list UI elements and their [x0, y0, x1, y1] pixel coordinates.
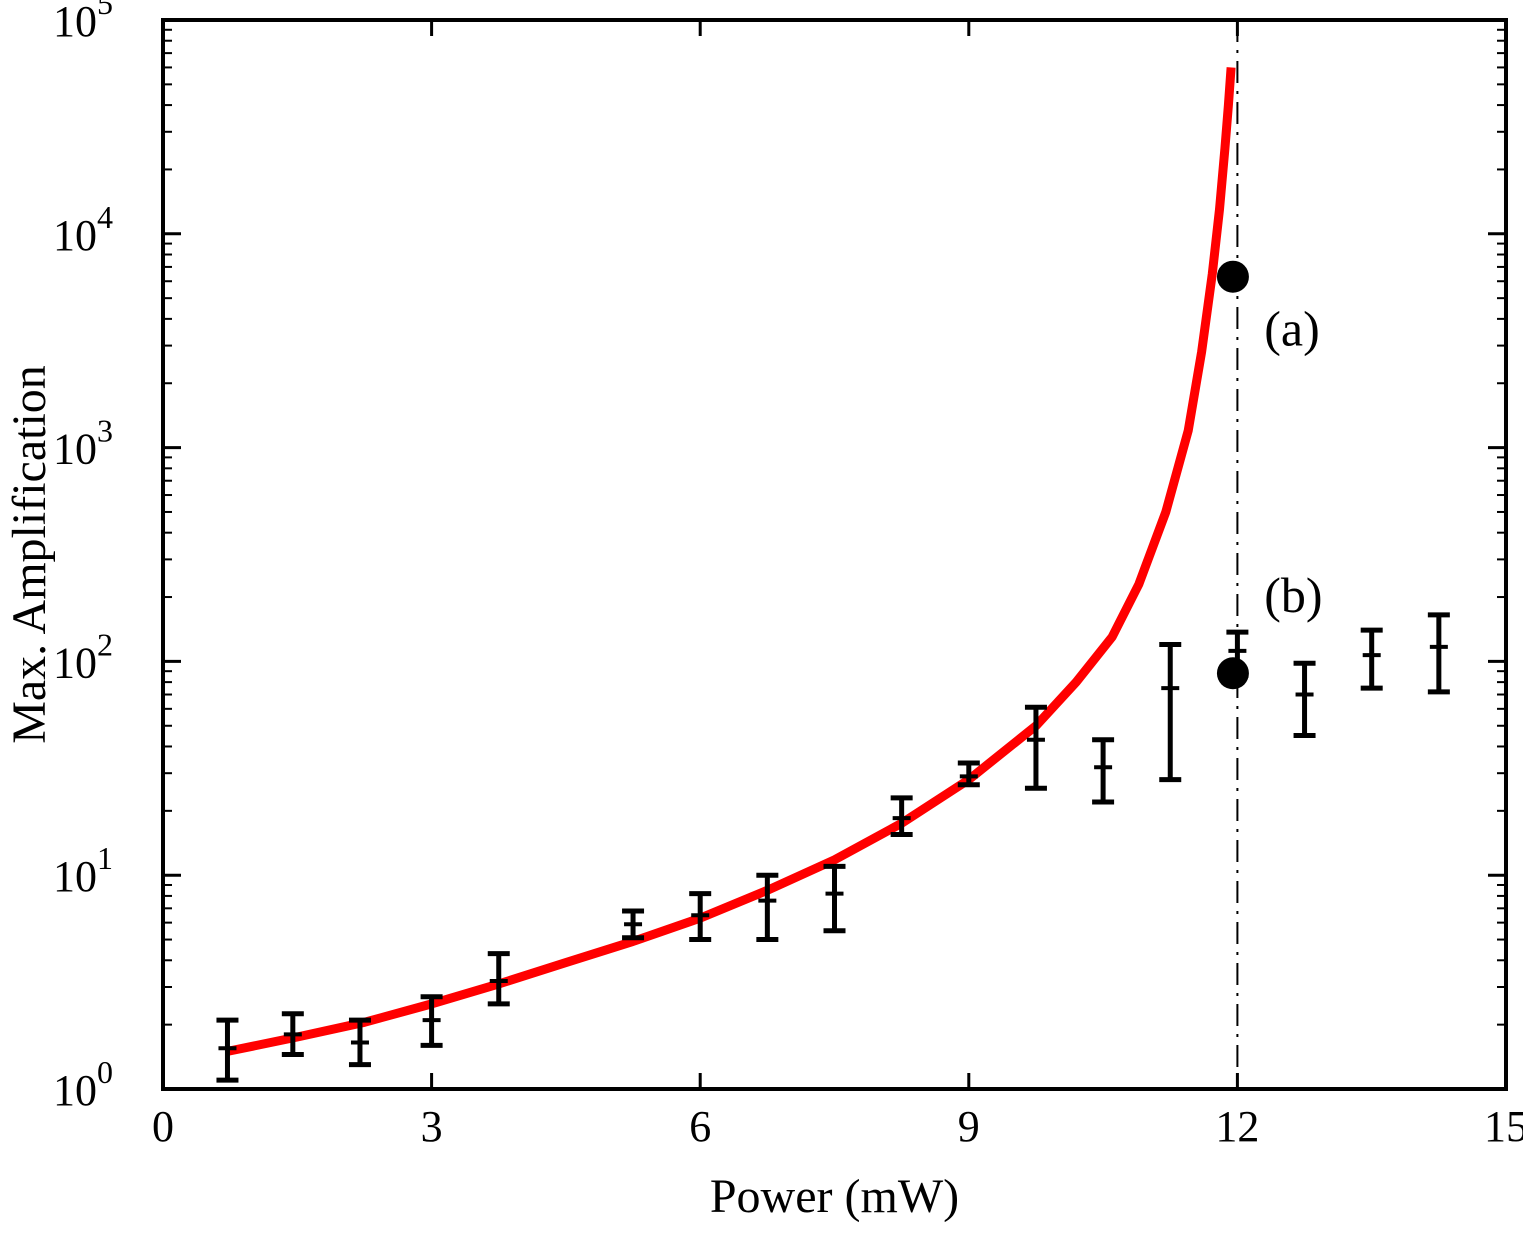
x-tick-label: 15: [1484, 1102, 1523, 1151]
data-point-errorbar: [823, 863, 846, 934]
data-point-errorbar: [216, 1017, 239, 1083]
data-point-errorbar: [487, 951, 510, 1007]
y-axis-title: Max. Amplification: [3, 365, 56, 744]
plot-frame: [161, 18, 1508, 1091]
data-point-errorbar: [890, 795, 913, 838]
marked-point-b: [1216, 657, 1249, 690]
x-tick-label: 0: [152, 1102, 174, 1151]
y-tick-label: 104: [53, 199, 113, 260]
data-point-errorbar: [689, 891, 712, 943]
annotation-label: (b): [1264, 567, 1322, 623]
x-tick-label: 9: [958, 1102, 980, 1151]
data-point-errorbar: [420, 994, 443, 1048]
y-tick-label: 102: [53, 626, 113, 687]
annotations: (a) (b): [1264, 301, 1322, 624]
x-tick-label: 12: [1215, 1102, 1259, 1151]
data-point-errorbar: [1159, 641, 1182, 783]
x-axis: 0 3 6 9 12 15: [152, 20, 1523, 1151]
model-curve-line: [226, 67, 1236, 1056]
y-tick-label: 101: [53, 840, 113, 901]
x-tick-label: 6: [689, 1102, 711, 1151]
data-point-errorbar: [622, 908, 645, 941]
marked-point-a: [1216, 260, 1249, 293]
data-point-errorbar: [1293, 660, 1316, 739]
measured-series: [216, 612, 1450, 1083]
y-tick-label: 100: [53, 1054, 113, 1115]
data-point-errorbar: [1024, 704, 1047, 791]
y-tick-label: 103: [53, 413, 113, 474]
y-axis: 100 101 102 103 104 105: [53, 0, 1506, 1115]
data-point-errorbar: [957, 760, 980, 788]
y-tick-label: 105: [53, 0, 113, 46]
data-point-errorbar: [1092, 737, 1115, 805]
data-point-errorbar: [348, 1017, 371, 1068]
data-point-errorbar: [756, 872, 779, 943]
data-point-errorbar: [1360, 627, 1383, 691]
data-point-errorbar: [281, 1011, 304, 1057]
x-tick-label: 3: [421, 1102, 443, 1151]
marked-points-series: [1216, 260, 1249, 690]
data-point-errorbar: [1427, 612, 1450, 695]
x-axis-title: Power (mW): [710, 1170, 959, 1223]
annotation-label: (a): [1264, 301, 1320, 357]
